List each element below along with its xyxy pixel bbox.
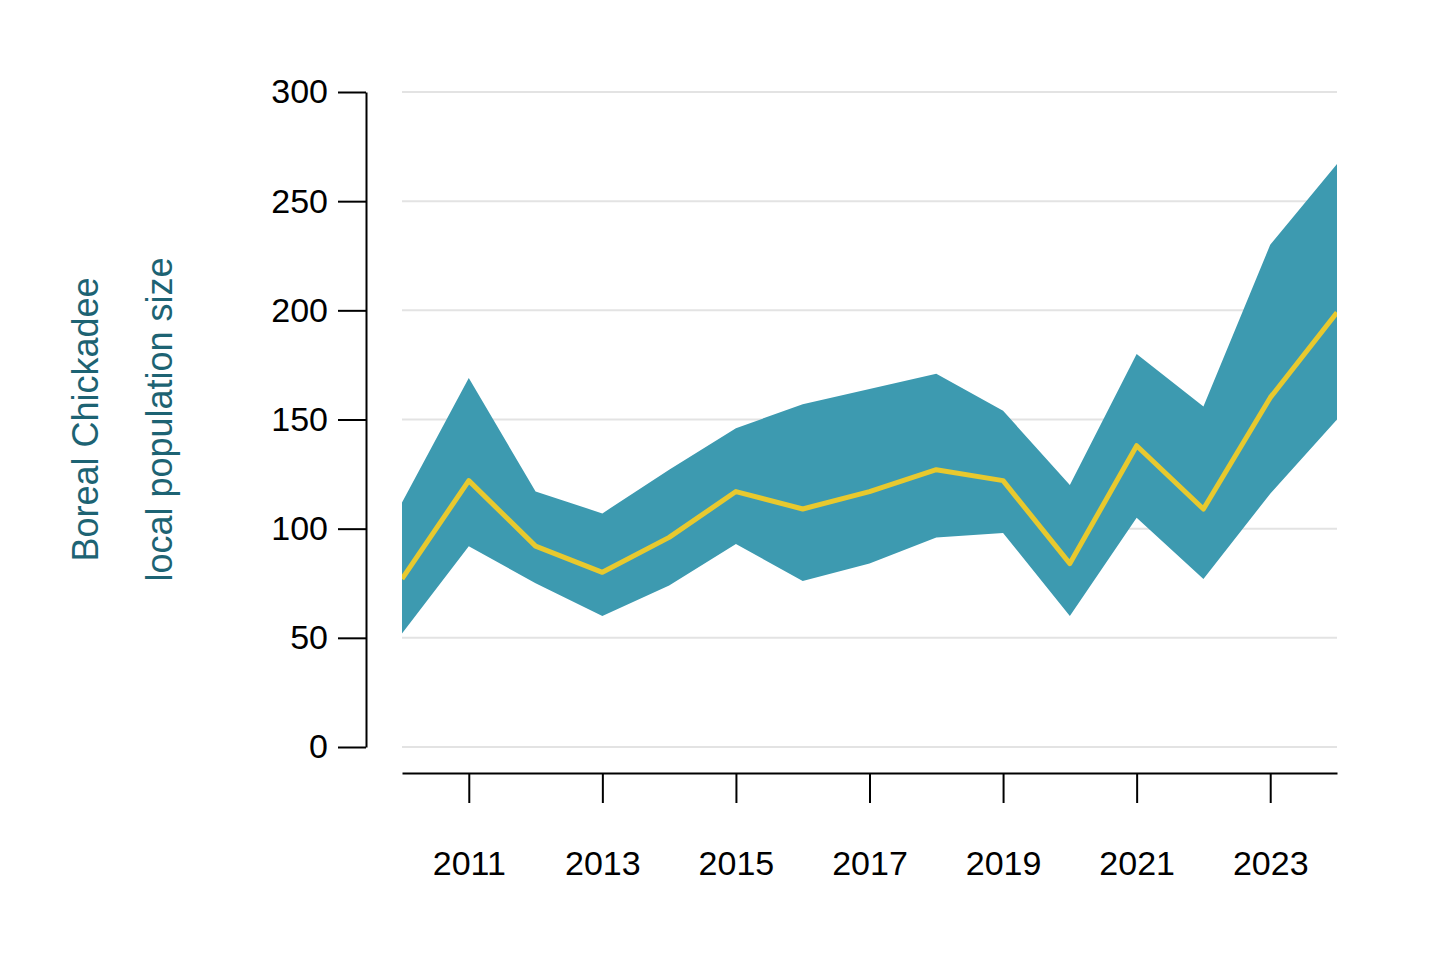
tick-mark bbox=[338, 92, 366, 94]
y-axis-title-line: Boreal Chickadee bbox=[65, 277, 106, 561]
x-axis: 2011 2013 2015 2017 2019 2021 2023 bbox=[403, 773, 1338, 882]
tick: 100 bbox=[271, 509, 366, 547]
tick-mark bbox=[338, 310, 366, 312]
tick-mark bbox=[1003, 773, 1005, 803]
tick: 2019 bbox=[966, 773, 1042, 882]
tick-mark bbox=[338, 747, 366, 749]
grid bbox=[402, 92, 1337, 747]
tick: 150 bbox=[271, 400, 366, 438]
grid-line bbox=[402, 746, 1337, 748]
estimate-line bbox=[402, 313, 1337, 579]
tick-label: 2011 bbox=[433, 844, 506, 882]
grid-line bbox=[402, 309, 1337, 311]
tick-mark bbox=[338, 637, 366, 639]
tick-mark bbox=[602, 773, 604, 803]
tick-mark bbox=[735, 773, 737, 803]
tick: 200 bbox=[271, 291, 366, 329]
tick-label: 2013 bbox=[565, 844, 641, 882]
tick-label: 2023 bbox=[1233, 844, 1309, 882]
tick-label: 2019 bbox=[966, 844, 1042, 882]
plot-area bbox=[402, 164, 1337, 633]
tick: 2011 bbox=[433, 773, 506, 882]
tick-mark bbox=[338, 419, 366, 421]
tick: 0 bbox=[309, 727, 366, 765]
tick-label: 2017 bbox=[832, 844, 908, 882]
tick-mark bbox=[338, 201, 366, 203]
tick-label: 0 bbox=[309, 727, 328, 765]
tick: 300 bbox=[271, 72, 366, 110]
chart: 0501001502002503002011201320152017201920… bbox=[0, 0, 1440, 960]
y-axis: 0 50 100 150 200 250 300 bbox=[271, 72, 366, 765]
tick: 2013 bbox=[565, 773, 641, 882]
tick-label: 250 bbox=[271, 182, 328, 220]
tick-mark bbox=[1136, 773, 1138, 803]
tick: 2015 bbox=[699, 773, 775, 882]
tick-mark bbox=[869, 773, 871, 803]
tick-mark bbox=[338, 528, 366, 530]
tick-label: 150 bbox=[271, 400, 328, 438]
tick: 2023 bbox=[1233, 773, 1309, 882]
tick-label: 100 bbox=[271, 509, 328, 547]
confidence-band bbox=[402, 164, 1337, 633]
tick: 2021 bbox=[1099, 773, 1175, 882]
grid-line bbox=[402, 200, 1337, 202]
tick: 50 bbox=[290, 618, 366, 656]
tick-label: 300 bbox=[271, 72, 328, 110]
grid-line bbox=[402, 637, 1337, 639]
tick-mark bbox=[468, 773, 470, 803]
tick: 250 bbox=[271, 182, 366, 220]
tick-mark bbox=[1270, 773, 1272, 803]
grid-line bbox=[402, 91, 1337, 93]
tick-label: 50 bbox=[290, 618, 328, 656]
tick-label: 200 bbox=[271, 291, 328, 329]
y-axis-title-line: local population size bbox=[139, 257, 180, 581]
tick-label: 2021 bbox=[1099, 844, 1175, 882]
tick-label: 2015 bbox=[699, 844, 775, 882]
y-axis-title: Boreal Chickadee local population size bbox=[65, 257, 180, 581]
tick: 2017 bbox=[832, 773, 908, 882]
